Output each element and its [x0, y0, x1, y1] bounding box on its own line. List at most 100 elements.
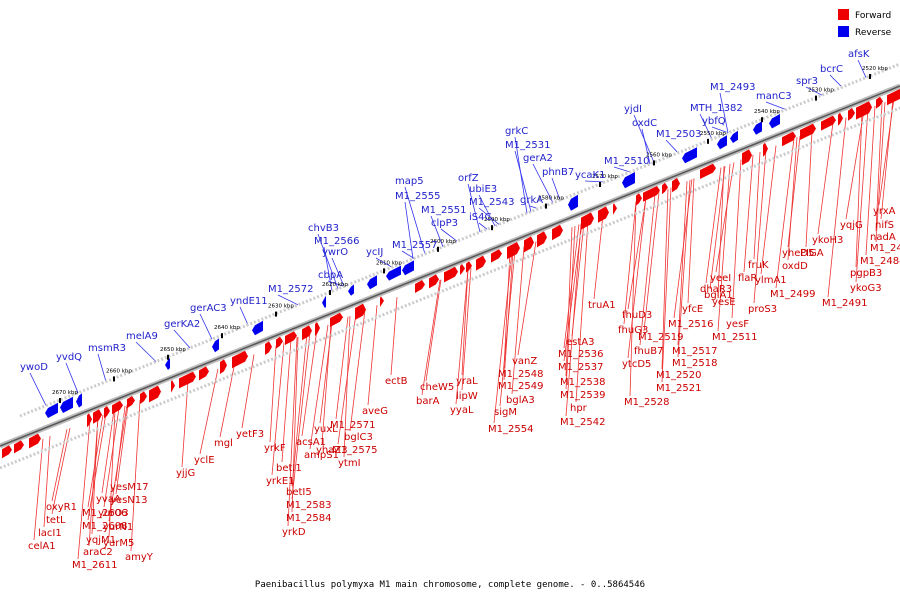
- leader-line-forward: [511, 246, 525, 395]
- leader-line-reverse: [317, 233, 339, 289]
- forward-gene: [848, 108, 855, 121]
- leader-line-reverse: [478, 194, 496, 227]
- leader-line-forward: [291, 333, 308, 487]
- gene-label-forward: yfcE: [682, 304, 703, 315]
- gene-label-forward: M1_2516: [668, 319, 713, 330]
- leader-line-forward: [705, 167, 722, 284]
- gene-label-forward: fhuG3: [618, 325, 648, 336]
- scale-tick-label: 2670 kbp: [52, 390, 78, 396]
- leader-line-reverse: [401, 250, 415, 259]
- gene-label-forward: M1_2584: [286, 513, 331, 524]
- gene-label-forward: M1_2611: [72, 560, 117, 571]
- gene-label-reverse: phnB7: [542, 167, 574, 178]
- forward-gene: [466, 261, 472, 273]
- leader-line-reverse: [584, 180, 606, 183]
- scale-tick: [761, 117, 763, 123]
- legend-forward-label: Forward: [855, 11, 891, 21]
- leader-line-forward: [787, 135, 801, 248]
- forward-gene: [380, 296, 384, 307]
- reverse-gene: [753, 121, 762, 135]
- gene-label-forward: M1_2491: [822, 298, 867, 309]
- gene-label-reverse: gerAC3: [190, 303, 227, 314]
- gene-label-forward: fhuB7: [634, 346, 663, 357]
- gene-label-forward: yuxL: [314, 424, 338, 435]
- leader-line-forward: [219, 361, 236, 438]
- gene-label-forward: fruK: [748, 260, 769, 271]
- gene-label-forward: M1_2482: [870, 243, 900, 254]
- gene-label-reverse: ybfQ: [702, 116, 726, 127]
- gene-label-forward: truA1: [588, 300, 616, 311]
- gene-label-forward: estA3: [566, 337, 595, 348]
- scale-tick: [383, 268, 385, 274]
- gene-label-forward: yesM17: [110, 482, 149, 493]
- gene-label-forward: M1_2539: [560, 390, 605, 401]
- reverse-gene: [165, 358, 170, 370]
- leader-line-reverse: [829, 74, 843, 88]
- gene-label-forward: amyY: [125, 552, 154, 563]
- forward-gene: [429, 274, 439, 289]
- leader-line-forward: [760, 145, 777, 275]
- gene-label-reverse: grkA: [520, 195, 543, 206]
- leader-line-forward: [677, 179, 691, 358]
- reverse-gene: [622, 172, 635, 189]
- gene-label-forward: bglC3: [344, 432, 373, 443]
- leader-line-reverse: [613, 166, 631, 173]
- reverse-gene: [367, 275, 377, 290]
- forward-gene: [14, 440, 24, 454]
- forward-gene: [662, 182, 668, 195]
- scale-tick-label: 2520 kbp: [862, 66, 888, 72]
- leader-line-forward: [643, 192, 660, 332]
- leader-line-forward: [108, 405, 128, 522]
- forward-gene: [800, 123, 816, 140]
- reverse-gene: [322, 295, 326, 309]
- gene-label-forward: M1_2521: [656, 383, 701, 394]
- leader-line-reverse: [719, 92, 729, 133]
- forward-gene: [672, 178, 680, 193]
- gene-label-forward: nifS: [875, 220, 894, 231]
- leader-line-forward: [461, 268, 469, 376]
- forward-gene: [643, 186, 660, 202]
- leader-line-forward: [717, 166, 725, 297]
- leader-line-forward: [343, 315, 351, 458]
- forward-gene: [265, 341, 272, 355]
- leader-line-forward: [461, 267, 472, 391]
- gene-label-forward: ykoH3: [812, 235, 843, 246]
- gene-label-forward: yclE: [194, 455, 215, 466]
- scale-tick-label: 2540 kbp: [754, 109, 780, 115]
- forward-gene: [415, 280, 425, 293]
- gene-label-forward: M1_2549: [498, 381, 543, 392]
- gene-label-forward: yhaZ3: [316, 445, 348, 456]
- forward-gene: [476, 255, 486, 271]
- gene-label-forward: acsA1: [296, 437, 326, 448]
- leader-line-reverse: [277, 294, 299, 306]
- leader-line-forward: [575, 220, 589, 403]
- leader-line-forward: [88, 416, 99, 547]
- gene-label-forward: betI5: [286, 487, 312, 498]
- leader-line-forward: [390, 297, 398, 376]
- leader-line-forward: [130, 399, 141, 552]
- gene-label-reverse: cbpA: [318, 270, 343, 281]
- forward-gene: [199, 366, 209, 381]
- leader-line-forward: [787, 137, 798, 261]
- gene-label-reverse: M1_2572: [268, 284, 313, 295]
- scale-tick-label: 2560 kbp: [646, 152, 672, 158]
- leader-line-forward: [731, 159, 742, 319]
- reverse-gene: [60, 396, 73, 413]
- gene-label-forward: bglA3: [506, 395, 535, 406]
- forward-gene: [537, 231, 547, 248]
- scale-tick: [167, 354, 169, 360]
- scale-tick-label: 2590 kbp: [484, 217, 510, 223]
- gene-label-forward: M1_2517: [672, 346, 717, 357]
- leader-line-reverse: [805, 86, 823, 96]
- forward-gene: [171, 380, 175, 393]
- scale-tick: [707, 138, 709, 144]
- gene-label-forward: M1_2499: [770, 289, 815, 300]
- leader-line-reverse: [478, 222, 488, 230]
- gene-label-reverse: M1_2543: [469, 197, 514, 208]
- gene-label-forward: ectB: [385, 376, 408, 387]
- forward-gene: [887, 88, 900, 106]
- gene-label-forward: yrxA: [873, 206, 896, 217]
- forward-gene: [507, 242, 520, 260]
- gene-label-forward: yesE: [712, 297, 736, 308]
- leader-line-reverse: [514, 150, 532, 212]
